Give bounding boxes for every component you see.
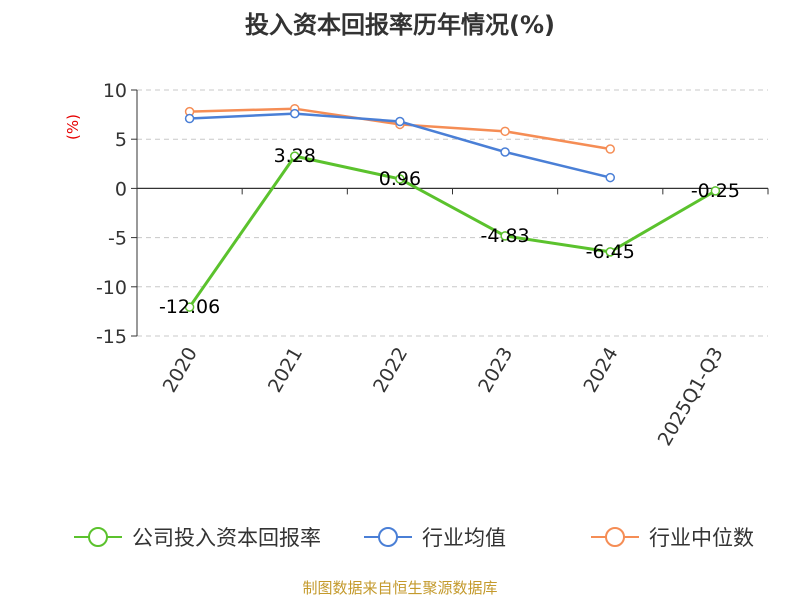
y-tick-label: -15 bbox=[96, 326, 127, 348]
x-tick-label: 2024 bbox=[579, 344, 622, 397]
series-point-2 bbox=[605, 144, 615, 154]
x-tick-label: 2022 bbox=[369, 344, 412, 397]
series-point-0 bbox=[290, 151, 300, 161]
legend-label-0: 公司投入资本回报率 bbox=[132, 526, 321, 550]
grid-lines bbox=[137, 89, 768, 337]
data-label: -6.45 bbox=[586, 241, 635, 263]
series-point-1 bbox=[500, 147, 510, 157]
x-tick-label: 2025Q1-Q3 bbox=[654, 344, 728, 450]
legend-marker-0 bbox=[88, 527, 108, 547]
source-note: 制图数据来自恒生聚源数据库 bbox=[302, 579, 497, 597]
series-point-0 bbox=[500, 231, 510, 241]
y-tick-label: 0 bbox=[115, 178, 127, 200]
series-point-1 bbox=[290, 108, 300, 119]
data-label: -0.25 bbox=[691, 180, 740, 202]
series-point-1 bbox=[395, 116, 405, 127]
legend-marker-2 bbox=[605, 527, 625, 547]
legend-label-2: 行业中位数 bbox=[649, 526, 754, 550]
data-labels: -12.06 3.28 0.96 -4.83 -6.45 -0.25 bbox=[159, 145, 740, 318]
data-label: -12.06 bbox=[159, 296, 220, 318]
series-point-0 bbox=[184, 302, 195, 312]
y-tick-label: 5 bbox=[115, 129, 127, 151]
x-tick-label: 2021 bbox=[264, 344, 307, 397]
chart-title: 投入资本回报率历年情况(%) bbox=[245, 11, 555, 39]
series-point-2 bbox=[500, 126, 510, 137]
y-axis-label: (%) bbox=[64, 114, 82, 140]
series-point-0 bbox=[395, 174, 405, 184]
series-layer bbox=[184, 103, 721, 312]
axes: 10 5 0 -5 -10 -15 2020 2021 2022 2023 2024 2025Q1-Q… bbox=[96, 80, 769, 450]
series-point-0 bbox=[605, 247, 615, 257]
series-point-1 bbox=[184, 113, 195, 124]
data-label: 3.28 bbox=[274, 145, 316, 167]
legend-marker-1 bbox=[378, 527, 398, 547]
y-tick-label: -10 bbox=[96, 277, 127, 299]
y-tick-label: 10 bbox=[103, 80, 127, 102]
data-label: -4.83 bbox=[480, 225, 529, 247]
series-line-0 bbox=[188, 154, 717, 308]
series-point-0 bbox=[710, 186, 721, 196]
x-tick-label: 2020 bbox=[159, 344, 202, 397]
x-tick-label: 2023 bbox=[474, 344, 517, 397]
series-point-1 bbox=[605, 172, 615, 183]
y-tick-label: -5 bbox=[108, 228, 127, 250]
data-label: 0.96 bbox=[379, 168, 421, 190]
legend-label-1: 行业均值 bbox=[422, 526, 506, 550]
legend: 公司投入资本回报率 行业均值 行业中位数 bbox=[74, 526, 754, 550]
